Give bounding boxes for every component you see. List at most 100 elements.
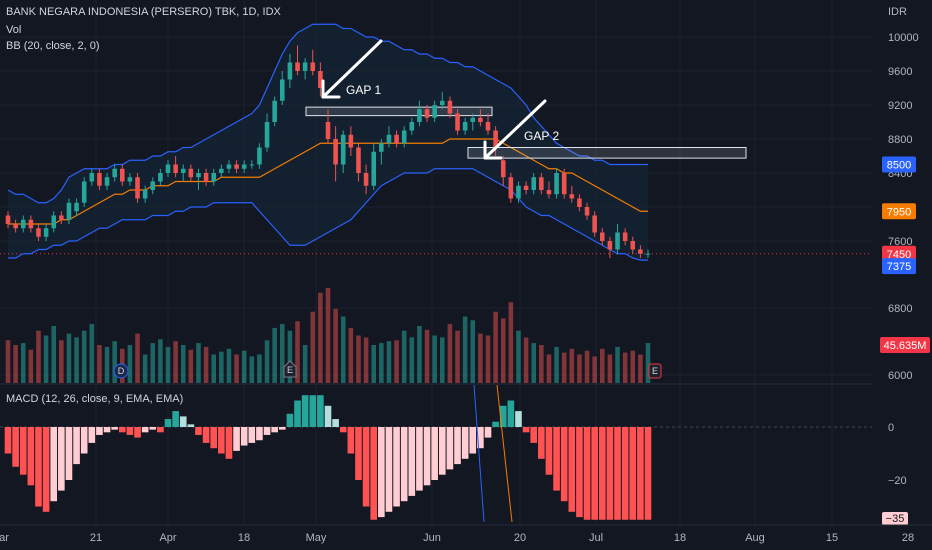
candle-body — [112, 168, 117, 178]
volume-bar — [295, 321, 300, 383]
candle-body — [310, 62, 316, 71]
candle-body — [66, 202, 72, 220]
volume-bar — [592, 356, 597, 383]
candle-body — [577, 198, 582, 207]
candle-body — [333, 139, 338, 165]
macd-bar — [355, 427, 362, 480]
candle-body — [394, 134, 399, 144]
candle-body — [546, 190, 552, 195]
arrow-head — [321, 79, 341, 99]
price-badge: 7375 — [882, 258, 916, 275]
candle-body — [20, 219, 26, 229]
earnings-event-marker-upcoming: E — [648, 363, 662, 379]
macd-bar — [225, 427, 233, 459]
volume-bar — [318, 292, 323, 383]
volume-bar — [81, 330, 87, 383]
gap-1-arrow — [321, 39, 383, 99]
candle-body — [401, 130, 407, 144]
price-tick-label: 6000 — [888, 370, 912, 382]
volume-bar — [424, 329, 430, 383]
event-marker-label: E — [287, 365, 293, 375]
macd-tick-label: −20 — [888, 475, 907, 487]
candle-body — [622, 232, 628, 241]
macd-bar — [65, 427, 73, 480]
candle-body — [264, 122, 270, 148]
volume-bar — [401, 330, 407, 383]
macd-bar — [210, 427, 218, 449]
volume-bar — [432, 335, 437, 383]
candle-body — [257, 147, 262, 165]
volume-bar — [638, 354, 643, 383]
macd-bar — [515, 411, 522, 427]
macd-bar — [362, 427, 370, 507]
macd-bar — [27, 427, 35, 486]
volume-bar — [607, 354, 613, 383]
macd-bar — [461, 427, 469, 459]
macd-bar — [416, 427, 423, 491]
candle-body — [493, 130, 498, 148]
annotations: GAP 1 GAP 2 D E E — [113, 39, 662, 379]
candle-body — [325, 122, 331, 139]
volume-bar — [158, 339, 163, 383]
candle-body — [89, 173, 95, 182]
time-tick-label: 15 — [826, 532, 838, 544]
macd-bar — [438, 427, 446, 475]
candle-body — [447, 100, 453, 114]
price-badge-bg — [882, 245, 916, 262]
macd-bar — [172, 411, 179, 427]
symbol-title[interactable]: BANK NEGARA INDONESIA (PERSERO) TBK, 1D,… — [6, 6, 281, 18]
macd-bar — [469, 427, 477, 454]
volume-bar — [493, 311, 498, 383]
macd-bar — [218, 427, 225, 454]
volume-bar — [287, 330, 293, 383]
macd-bar — [12, 427, 19, 467]
event-marker-label: E — [652, 366, 658, 376]
candle-body — [142, 190, 148, 199]
macd-bar — [19, 427, 27, 475]
time-tick-label: 20 — [514, 532, 526, 544]
volume-bar — [356, 335, 361, 383]
volume-bar — [417, 326, 422, 383]
candle-body — [287, 62, 293, 80]
macd-bar — [179, 416, 187, 427]
volume-bar — [188, 349, 194, 383]
macd-bar — [591, 427, 598, 520]
volume-bar — [462, 316, 468, 383]
macd-bar — [164, 419, 172, 427]
macd-bar — [317, 395, 324, 427]
price-tick-label: 9200 — [888, 100, 912, 112]
time-tick-label: Apr — [159, 532, 176, 544]
candle-body — [203, 173, 209, 182]
macd-bar — [423, 427, 431, 486]
macd-bar — [141, 427, 149, 433]
candle-body — [363, 173, 369, 186]
macd-bar — [347, 427, 355, 454]
macd-bar — [538, 427, 545, 459]
earnings-event-marker: E — [283, 360, 297, 378]
event-marker-bg — [113, 363, 129, 379]
candle-body — [539, 177, 544, 190]
price-tick-label: 8800 — [888, 134, 912, 146]
candle-body — [615, 232, 620, 250]
macd-bar — [530, 427, 538, 443]
macd-badge-label: −35 — [886, 513, 905, 525]
dividend-event-marker: D — [113, 363, 129, 379]
macd-bar — [499, 405, 507, 427]
macd-bar — [103, 427, 111, 433]
volume-bar — [554, 346, 559, 383]
volume-bar — [516, 330, 521, 383]
candle-body — [371, 151, 376, 186]
volume-bar — [546, 354, 552, 383]
volume-bar — [630, 350, 636, 383]
candle-body — [158, 173, 163, 182]
macd-bar — [187, 424, 195, 427]
price-badge: 8500 — [882, 156, 916, 173]
candle-body — [295, 62, 300, 71]
volume-legend[interactable]: Vol — [6, 24, 22, 36]
macd-legend[interactable]: MACD (12, 26, close, 9, EMA, EMA) — [6, 393, 184, 405]
price-tick-label: 10000 — [888, 32, 919, 44]
candle-body — [135, 177, 140, 199]
bollinger-legend[interactable]: BB (20, close, 2, 0) — [6, 40, 100, 52]
